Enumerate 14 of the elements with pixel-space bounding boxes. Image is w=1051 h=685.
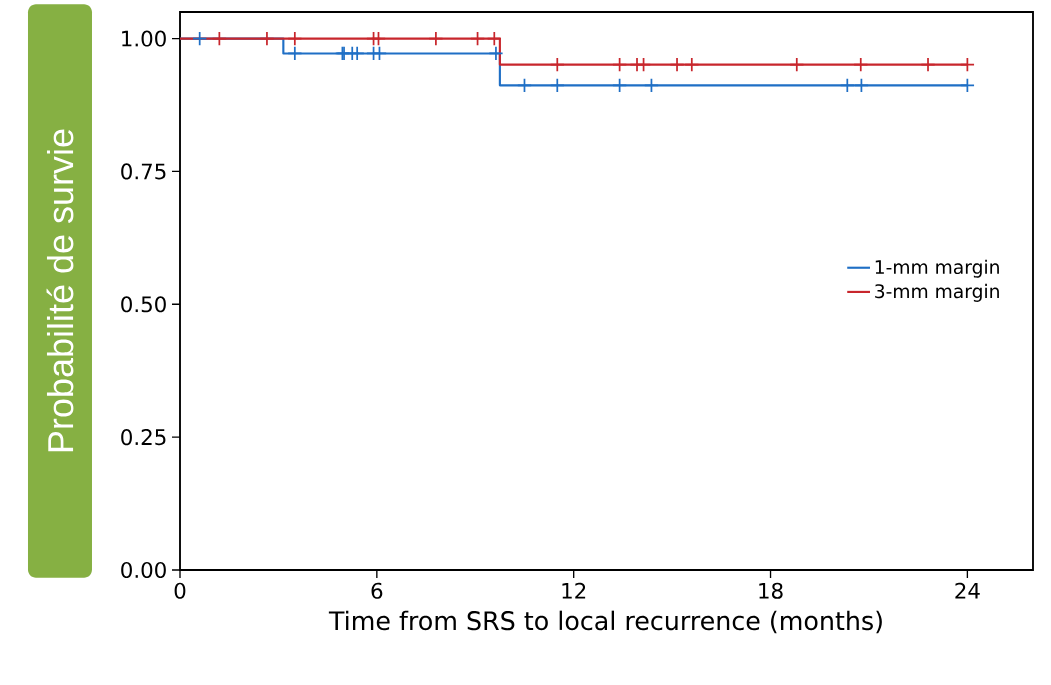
y-tick-label: 0.25 (121, 429, 166, 446)
y-tick-label: 0.00 (121, 561, 166, 579)
y-axis-title: Probabilité de survie (46, 129, 74, 452)
x-tick-label: 18 (759, 582, 783, 599)
x-tick-label: 24 (955, 582, 980, 599)
y-tick-label: 1.00 (122, 30, 166, 47)
legend-label: 1-mm margin (875, 259, 999, 278)
x-axis-title: Time from SRS to local recurrence (months) (328, 610, 882, 634)
legend-label: 3-mm margin (875, 283, 999, 302)
x-tick-label: 12 (562, 582, 586, 599)
y-tick-label: 0.50 (121, 296, 166, 313)
x-tick-label: 0 (174, 582, 186, 599)
x-tick-label: 6 (371, 582, 383, 599)
y-tick-label: 0.75 (121, 163, 166, 180)
